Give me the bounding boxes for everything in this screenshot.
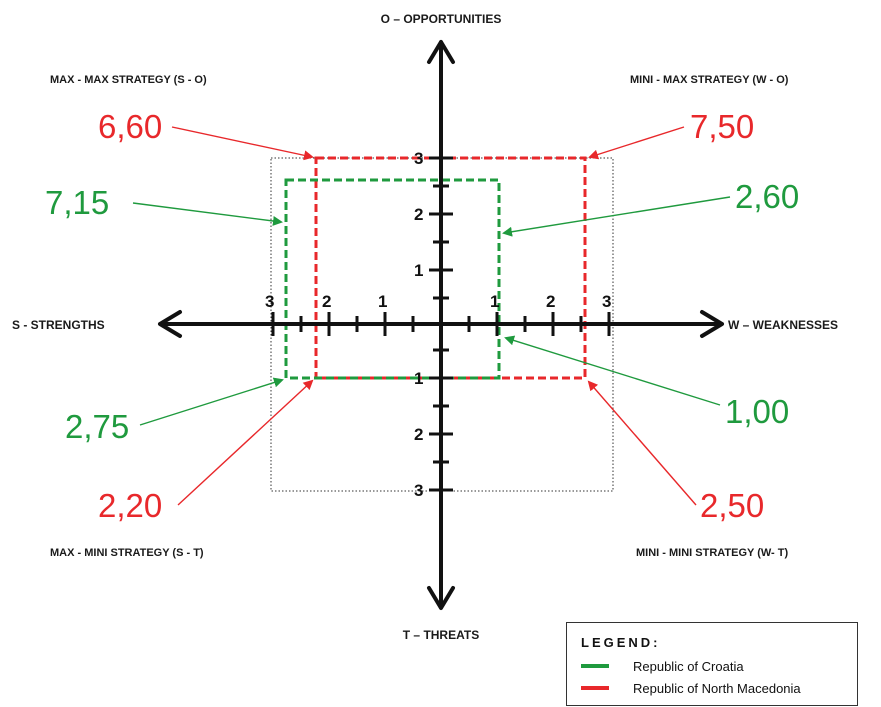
croatia-value-wt: 1,00 — [725, 393, 789, 430]
croatia-value-wo: 2,60 — [735, 178, 799, 215]
legend-item-north-macedonia: Republic of North Macedonia — [581, 679, 801, 697]
legend-label-north-macedonia: Republic of North Macedonia — [633, 680, 801, 696]
legend-item-croatia: Republic of Croatia — [581, 657, 744, 675]
arrow-cro-st — [139, 377, 284, 426]
y-tick-down-3: 3 — [414, 481, 423, 500]
quadrant-label-wo: MINI - MAX STRATEGY (W - O) — [630, 74, 789, 86]
quadrant-label-st: MAX - MINI STRATEGY (S - T) — [50, 547, 204, 559]
x-tick-right-1: 1 — [490, 292, 499, 311]
croatia-value-st: 2,75 — [65, 408, 129, 445]
y-tick-down-2: 2 — [414, 425, 423, 444]
arrow-cro-so — [132, 202, 283, 226]
croatia-value-so: 7,15 — [45, 184, 109, 221]
axis-label-opportunities: O – OPPORTUNITIES — [381, 12, 502, 26]
y-tick-up-3: 3 — [414, 149, 423, 168]
legend-swatch-north-macedonia — [581, 686, 609, 690]
arrow-nm-wt — [587, 380, 697, 506]
legend-label-croatia: Republic of Croatia — [633, 658, 744, 674]
y-tick-up-2: 2 — [414, 205, 423, 224]
quadrant-label-wt: MINI - MINI STRATEGY (W- T) — [636, 547, 788, 559]
quadrant-label-so: MAX - MAX STRATEGY (S - O) — [50, 74, 207, 86]
arrow-cro-wt — [504, 335, 721, 406]
x-tick-left-3: 3 — [265, 292, 274, 311]
x-tick-left-2: 2 — [322, 292, 331, 311]
axis-label-strengths: S - STRENGTHS — [12, 318, 105, 332]
vertical-axis — [427, 40, 455, 610]
axis-label-threats: T – THREATS — [403, 628, 479, 642]
arrow-cro-wo — [502, 196, 731, 237]
north-macedonia-value-wo: 7,50 — [690, 108, 754, 145]
y-tick-down-1: 1 — [414, 369, 423, 388]
north-macedonia-value-st: 2,20 — [98, 487, 162, 524]
croatia-rectangle — [284, 178, 501, 380]
legend-title: LEGEND: — [581, 635, 661, 650]
axis-label-weaknesses: W – WEAKNESSES — [728, 318, 838, 332]
x-tick-left-1: 1 — [378, 292, 387, 311]
north-macedonia-value-wt: 2,50 — [700, 487, 764, 524]
north-macedonia-rectangle — [314, 156, 587, 380]
arrow-nm-so — [171, 126, 314, 161]
x-tick-right-2: 2 — [546, 292, 555, 311]
x-tick-right-3: 3 — [602, 292, 611, 311]
legend: LEGEND: Republic of Croatia Republic of … — [566, 622, 858, 706]
y-axis-ticks — [429, 156, 453, 492]
x-axis-ticks — [271, 312, 611, 336]
y-tick-up-1: 1 — [414, 261, 423, 280]
arrow-nm-st — [177, 379, 314, 506]
arrow-nm-wo — [588, 126, 685, 160]
north-macedonia-value-so: 6,60 — [98, 108, 162, 145]
legend-swatch-croatia — [581, 664, 609, 668]
